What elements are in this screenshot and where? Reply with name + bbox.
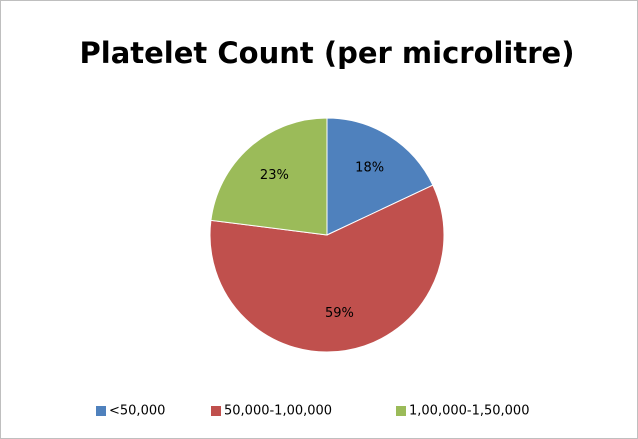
pie-slice [210,117,328,236]
pie-slice [326,117,434,236]
legend-label: 1,00,000-1,50,000 [409,404,529,419]
data-label: 18% [355,160,384,175]
legend-label: <50,000 [109,404,165,419]
legend-swatch [211,406,221,416]
data-label: 23% [260,168,289,183]
legend-swatch [396,406,406,416]
pie-slice [209,184,445,353]
legend-label: 50,000-1,00,000 [224,404,332,419]
chart-title: Platelet Count (per microlitre) [80,36,575,70]
legend-swatch [96,406,106,416]
data-label: 59% [325,306,354,321]
